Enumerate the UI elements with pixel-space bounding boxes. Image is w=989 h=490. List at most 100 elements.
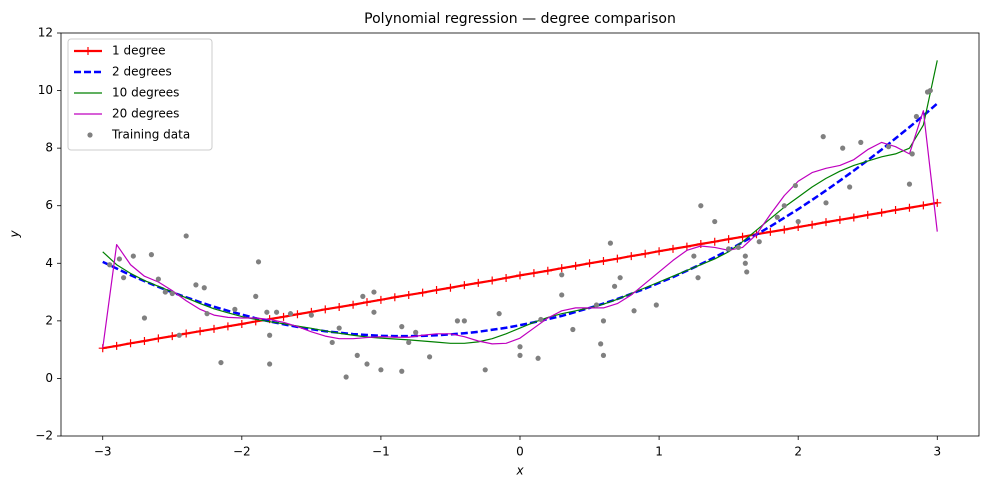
scatter-point (193, 282, 199, 288)
scatter-point (162, 289, 168, 295)
x-tick-label: 2 (794, 445, 802, 459)
series-line (102, 102, 939, 338)
scatter-point (653, 302, 659, 308)
point-marker (919, 201, 928, 210)
point-marker (780, 225, 789, 234)
point-marker (376, 295, 385, 304)
point-marker (877, 208, 886, 217)
scatter-point (176, 332, 182, 338)
point-marker (585, 259, 594, 268)
scatter-point (116, 256, 123, 262)
point-marker (223, 322, 232, 331)
x-tick-label: −3 (94, 445, 112, 459)
scatter-point (598, 341, 604, 347)
scatter-point (406, 339, 412, 346)
scatter-point (698, 203, 704, 209)
scatter-point (107, 262, 113, 268)
point-marker (140, 337, 149, 346)
y-tick-label: 6 (45, 198, 53, 212)
scatter-point (600, 318, 607, 324)
scatter-point (482, 367, 488, 373)
scatter-point (712, 218, 718, 225)
x-tick-label: −2 (233, 445, 251, 459)
scatter-point (183, 233, 189, 239)
legend-label: 10 degrees (112, 86, 179, 100)
scatter-point (169, 290, 175, 297)
scatter-point (593, 302, 600, 308)
point-marker (182, 329, 191, 338)
scatter-point (343, 374, 349, 380)
scatter-point (378, 367, 384, 373)
scatter-point (774, 214, 780, 220)
scatter-point (399, 368, 405, 374)
series-line (102, 60, 938, 344)
point-marker (724, 235, 733, 244)
scatter-point (496, 311, 502, 317)
scatter-point (130, 253, 136, 259)
point-marker (446, 283, 455, 292)
point-marker (529, 269, 538, 278)
scatter-point (726, 246, 732, 252)
scatter-point (735, 244, 741, 251)
point-marker (557, 264, 566, 273)
point-marker (84, 47, 92, 55)
scatter-point (155, 276, 161, 282)
chart-title: Polynomial regression — degree compariso… (364, 11, 676, 27)
point-marker (168, 332, 177, 341)
scatter-point (611, 283, 618, 289)
scatter-point (795, 218, 801, 225)
y-tick-label: 0 (45, 371, 53, 385)
scatter-point (535, 355, 541, 361)
y-tick-label: 4 (45, 256, 53, 270)
legend-box (67, 38, 213, 151)
point-marker (474, 278, 483, 287)
point-marker (613, 254, 622, 263)
scatter-point (253, 293, 259, 299)
scatter-point (371, 289, 377, 295)
scatter-point (906, 181, 913, 187)
scatter-point (517, 344, 523, 350)
scatter-point (364, 361, 370, 367)
point-marker (627, 252, 636, 261)
scatter-point (218, 359, 224, 366)
scatter-point (267, 332, 273, 338)
point-marker (418, 288, 427, 297)
scatter-point (559, 272, 565, 278)
scatter-point (201, 285, 207, 291)
point-marker (112, 341, 121, 350)
scatter-point (742, 260, 748, 266)
point-marker (335, 303, 344, 312)
point-marker (822, 218, 830, 227)
scatter-point (691, 253, 697, 259)
point-marker (502, 273, 511, 282)
scatter-point (371, 309, 377, 315)
point-marker (738, 232, 747, 241)
y-axis-label: y (8, 230, 22, 239)
point-marker (863, 210, 872, 219)
point-marker (710, 237, 719, 246)
legend-label: 2 degrees (112, 65, 172, 79)
y-tick-label: 2 (45, 313, 53, 327)
scatter-point (631, 308, 637, 314)
scatter-point (336, 325, 342, 331)
x-tick-label: 1 (655, 445, 663, 459)
point-marker (390, 293, 399, 302)
point-marker (210, 324, 218, 333)
y-tick-label: 12 (38, 26, 53, 40)
point-marker (696, 239, 705, 248)
scatter-point (360, 293, 366, 299)
scatter-point (913, 113, 920, 120)
point-marker (293, 310, 302, 319)
point-marker (516, 271, 524, 280)
scatter-point (781, 203, 787, 209)
point-marker (321, 305, 330, 314)
scatter-point (792, 182, 799, 189)
point-marker (905, 203, 914, 212)
scatter-point (232, 306, 238, 312)
point-marker (641, 249, 650, 258)
scatter-point (756, 239, 762, 245)
scatter-point (840, 145, 846, 151)
scatter-point (570, 326, 576, 333)
legend-label: Training data (111, 128, 190, 142)
scatter-point (820, 134, 826, 140)
